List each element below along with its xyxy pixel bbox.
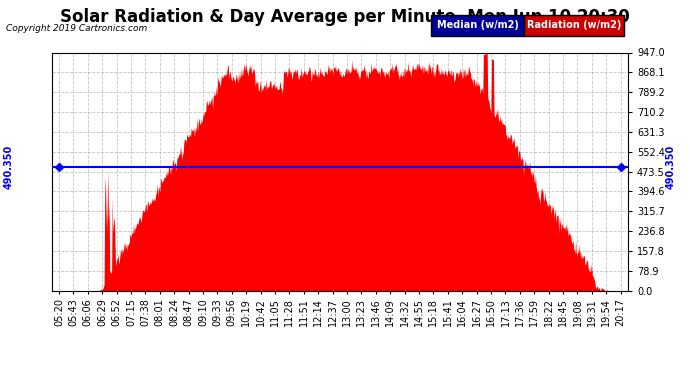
Text: 490.350: 490.350 (666, 145, 676, 189)
Text: Radiation (w/m2): Radiation (w/m2) (527, 20, 622, 30)
Text: Solar Radiation & Day Average per Minute  Mon Jun 10 20:30: Solar Radiation & Day Average per Minute… (60, 8, 630, 26)
Text: 490.350: 490.350 (3, 145, 14, 189)
Text: Median (w/m2): Median (w/m2) (437, 20, 519, 30)
Text: Copyright 2019 Cartronics.com: Copyright 2019 Cartronics.com (6, 24, 147, 33)
